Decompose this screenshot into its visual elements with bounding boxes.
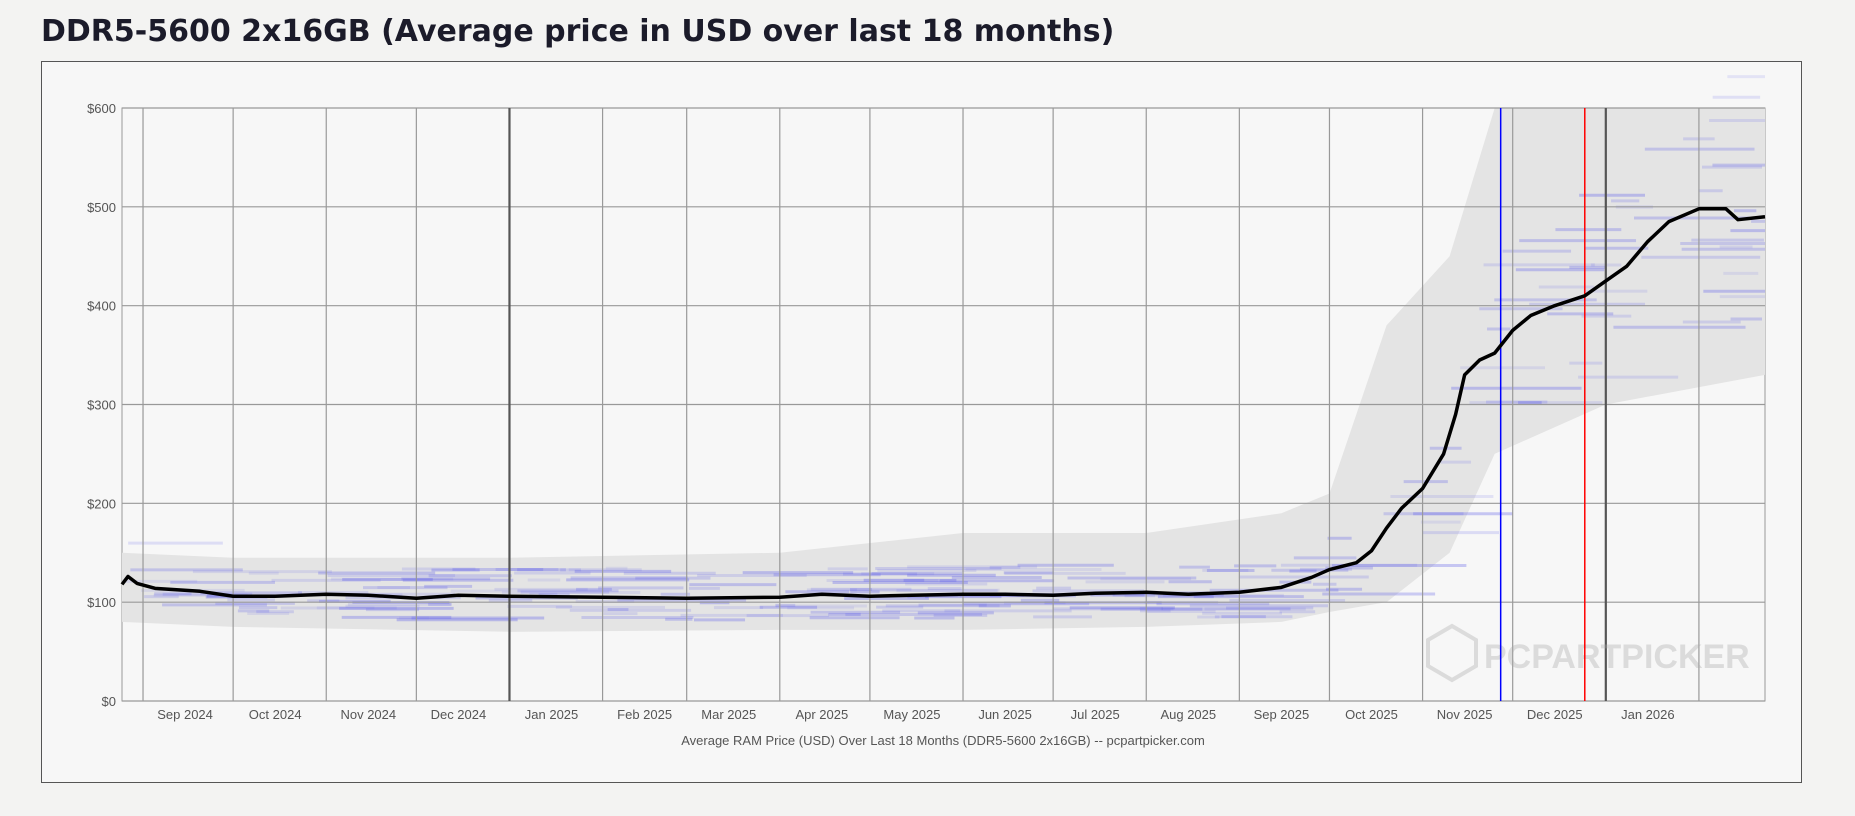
x-tick-label: Oct 2025	[1345, 707, 1398, 722]
y-axis: $0 $100 $200 $300 $400 $500 $600	[87, 101, 116, 709]
pcpartpicker-watermark: PCPARTPICKER	[1426, 623, 1750, 683]
x-tick-label: Mar 2025	[701, 707, 756, 722]
x-axis-title: Average RAM Price (USD) Over Last 18 Mon…	[681, 733, 1205, 748]
average-price-series	[120, 207, 1766, 600]
x-tick-label: May 2025	[883, 707, 940, 722]
y-tick-label: $100	[87, 595, 116, 610]
event-markers	[1499, 108, 1586, 701]
x-tick-label: Dec 2024	[431, 707, 487, 722]
x-tick-label: Sep 2024	[157, 707, 213, 722]
x-tick-label: Sep 2025	[1254, 707, 1310, 722]
x-tick-label: Nov 2025	[1437, 707, 1493, 722]
y-tick-label: $600	[87, 101, 116, 116]
x-tick-label: Oct 2024	[249, 707, 302, 722]
price-range-area	[122, 108, 1765, 632]
x-tick-label: Jul 2025	[1071, 707, 1120, 722]
x-tick-label: Jun 2025	[978, 707, 1032, 722]
x-tick-label: Nov 2024	[340, 707, 396, 722]
svg-text:PCPARTPICKER: PCPARTPICKER	[1484, 638, 1750, 676]
gridlines	[122, 107, 1765, 702]
x-axis: Sep 2024 Oct 2024 Nov 2024 Dec 2024 Jan 2025…	[157, 707, 1674, 722]
y-tick-label: $300	[87, 398, 116, 413]
y-tick-label: $500	[87, 200, 116, 215]
x-tick-label: Jan 2025	[525, 707, 579, 722]
x-tick-label: Jan 2026	[1621, 707, 1675, 722]
average-price-line	[120, 207, 1766, 600]
y-tick-label: $400	[87, 299, 116, 314]
x-tick-label: Aug 2025	[1160, 707, 1216, 722]
x-tick-label: Feb 2025	[617, 707, 672, 722]
x-tick-label: Dec 2025	[1527, 707, 1583, 722]
page-title: DDR5-5600 2x16GB (Average price in USD o…	[41, 14, 1115, 49]
y-tick-label: $200	[87, 496, 116, 511]
y-tick-label: $0	[102, 694, 116, 709]
price-range-band	[122, 108, 1765, 632]
watermark-box-icon	[1426, 623, 1478, 683]
x-tick-label: Apr 2025	[795, 707, 848, 722]
